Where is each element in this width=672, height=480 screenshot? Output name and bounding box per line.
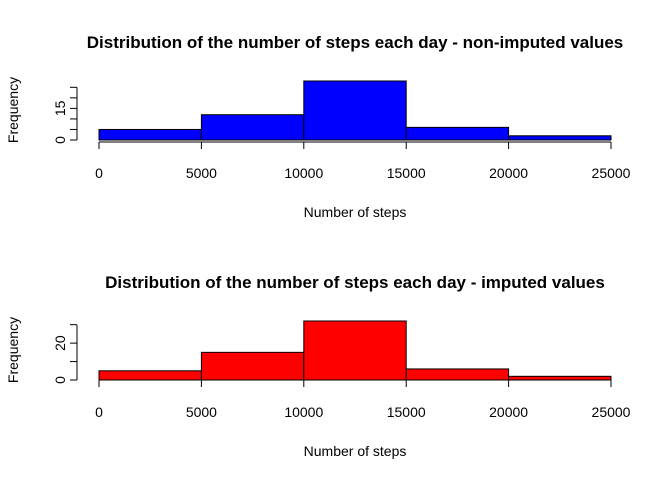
x-tick-label-imputed-5: 25000 [592,404,631,420]
y-axis-imputed: 0 20 [52,324,78,384]
x-axis-imputed: 0 5000 10000 15000 20000 25000 [95,379,631,420]
y-tick-label-non-imputed-0: 0 [52,136,68,144]
histogram-bar-imputed-3 [405,368,510,381]
histogram-panel-imputed: Distribution of the number of steps each… [5,273,631,459]
x-tick-label-non-imputed-1: 5000 [186,165,217,181]
histogram-bar-non-imputed-2 [303,80,407,141]
chart-title-non-imputed: Distribution of the number of steps each… [87,33,624,52]
histogram-bar-imputed-0 [98,370,202,381]
x-axis-label-imputed: Number of steps [304,443,407,459]
histogram-bar-imputed-2 [303,320,407,381]
y-tick-label-imputed-1: 20 [52,335,68,351]
x-tick-label-imputed-3: 15000 [387,404,426,420]
histogram-bar-imputed-1 [200,351,305,381]
x-axis-label-non-imputed: Number of steps [304,204,407,220]
y-axis-label-non-imputed: Frequency [5,77,21,143]
x-tick-label-non-imputed-0: 0 [95,165,103,181]
chart-title-imputed: Distribution of the number of steps each… [105,273,605,292]
x-tick-label-imputed-4: 20000 [489,404,528,420]
y-tick-label-imputed-0: 0 [52,376,68,384]
x-tick-label-imputed-2: 10000 [284,404,323,420]
histogram-bar-non-imputed-4 [508,135,612,141]
histogram-bar-non-imputed-1 [200,114,305,141]
y-axis-label-imputed: Frequency [5,317,21,383]
x-tick-label-non-imputed-5: 25000 [592,165,631,181]
histogram-bar-non-imputed-0 [98,128,202,141]
x-tick-label-non-imputed-4: 20000 [489,165,528,181]
x-axis-non-imputed: 0 5000 10000 15000 20000 25000 [95,141,631,181]
bars-imputed [98,320,612,381]
bars-non-imputed [98,80,612,141]
x-tick-label-imputed-0: 0 [95,404,103,420]
x-tick-label-non-imputed-3: 15000 [387,165,426,181]
histogram-bar-imputed-4 [508,375,612,381]
y-tick-label-non-imputed-1: 15 [52,100,68,116]
x-tick-label-non-imputed-2: 10000 [284,165,323,181]
histogram-bar-non-imputed-3 [405,126,510,141]
x-tick-label-imputed-1: 5000 [186,404,217,420]
y-axis-non-imputed: 0 15 [52,86,78,144]
histogram-panel-non-imputed: Distribution of the number of steps each… [5,33,631,220]
